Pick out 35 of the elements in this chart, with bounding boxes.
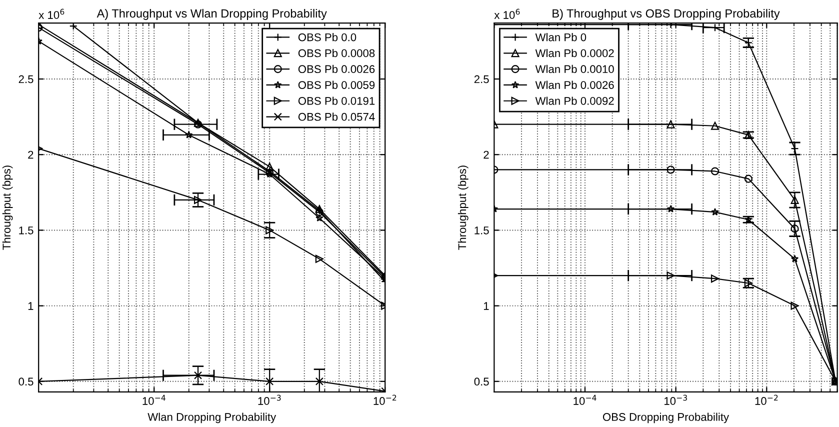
- legend-label: OBS Pb 0.0574: [298, 112, 375, 121]
- legend-label: Wlan Pb 0.0092: [535, 96, 614, 105]
- y-tick-label: 0.5: [18, 378, 34, 386]
- legend-label: Wlan Pb 0.0010: [535, 64, 614, 74]
- y-tick-label: 2.5: [18, 75, 34, 84]
- x-tick-label: 10$^{−2}$: [374, 394, 396, 405]
- text: x 10$^{6}$: [494, 8, 520, 19]
- legend-label: OBS Pb 0.0059: [298, 80, 375, 89]
- x-tick-label: 10$^{−4}$: [574, 394, 596, 405]
- x-axis-title: Wlan Dropping Probability: [148, 412, 276, 424]
- y-tick-label: 2: [484, 150, 489, 159]
- chart-title: A) Throughput vs Wlan Dropping Probability: [96, 8, 327, 20]
- legend-label: OBS Pb 0.0: [298, 33, 356, 42]
- legend-label: OBS Pb 0.0008: [298, 48, 375, 58]
- y-tick-label: 1.5: [474, 226, 489, 234]
- text: x 10$^{6}$: [38, 8, 64, 19]
- x-axis-title: OBS Dropping Probability: [602, 412, 730, 424]
- x-tick-label: 10$^{−3}$: [664, 394, 687, 405]
- y-axis-title: Throughput (bps): [2, 166, 13, 250]
- y-tick-label: 1.5: [19, 226, 34, 234]
- y-tick-label: 0.5: [474, 378, 489, 386]
- chart-title: B) Throughput vs OBS Dropping Probability: [552, 8, 780, 20]
- legend-label: OBS Pb 0.0191: [298, 96, 375, 105]
- legend-label: Wlan Pb 0.0002: [535, 48, 614, 58]
- y-tick-label: 2: [28, 150, 34, 159]
- y-tick-label: 2.5: [474, 75, 489, 84]
- y-axis-title: Throughput (bps): [458, 166, 468, 250]
- y-tick-label: 1: [484, 302, 489, 310]
- x-tick-label: 10$^{−2}$: [755, 394, 778, 405]
- y-tick-label: 1: [28, 302, 34, 310]
- x-tick-label: 10$^{−4}$: [142, 394, 166, 405]
- legend-label: Wlan Pb 0.0026: [535, 80, 614, 89]
- legend-label: Wlan Pb 0: [535, 33, 586, 42]
- legend-label: OBS Pb 0.0026: [298, 64, 375, 74]
- x-tick-label: 10$^{−3}$: [258, 394, 281, 405]
